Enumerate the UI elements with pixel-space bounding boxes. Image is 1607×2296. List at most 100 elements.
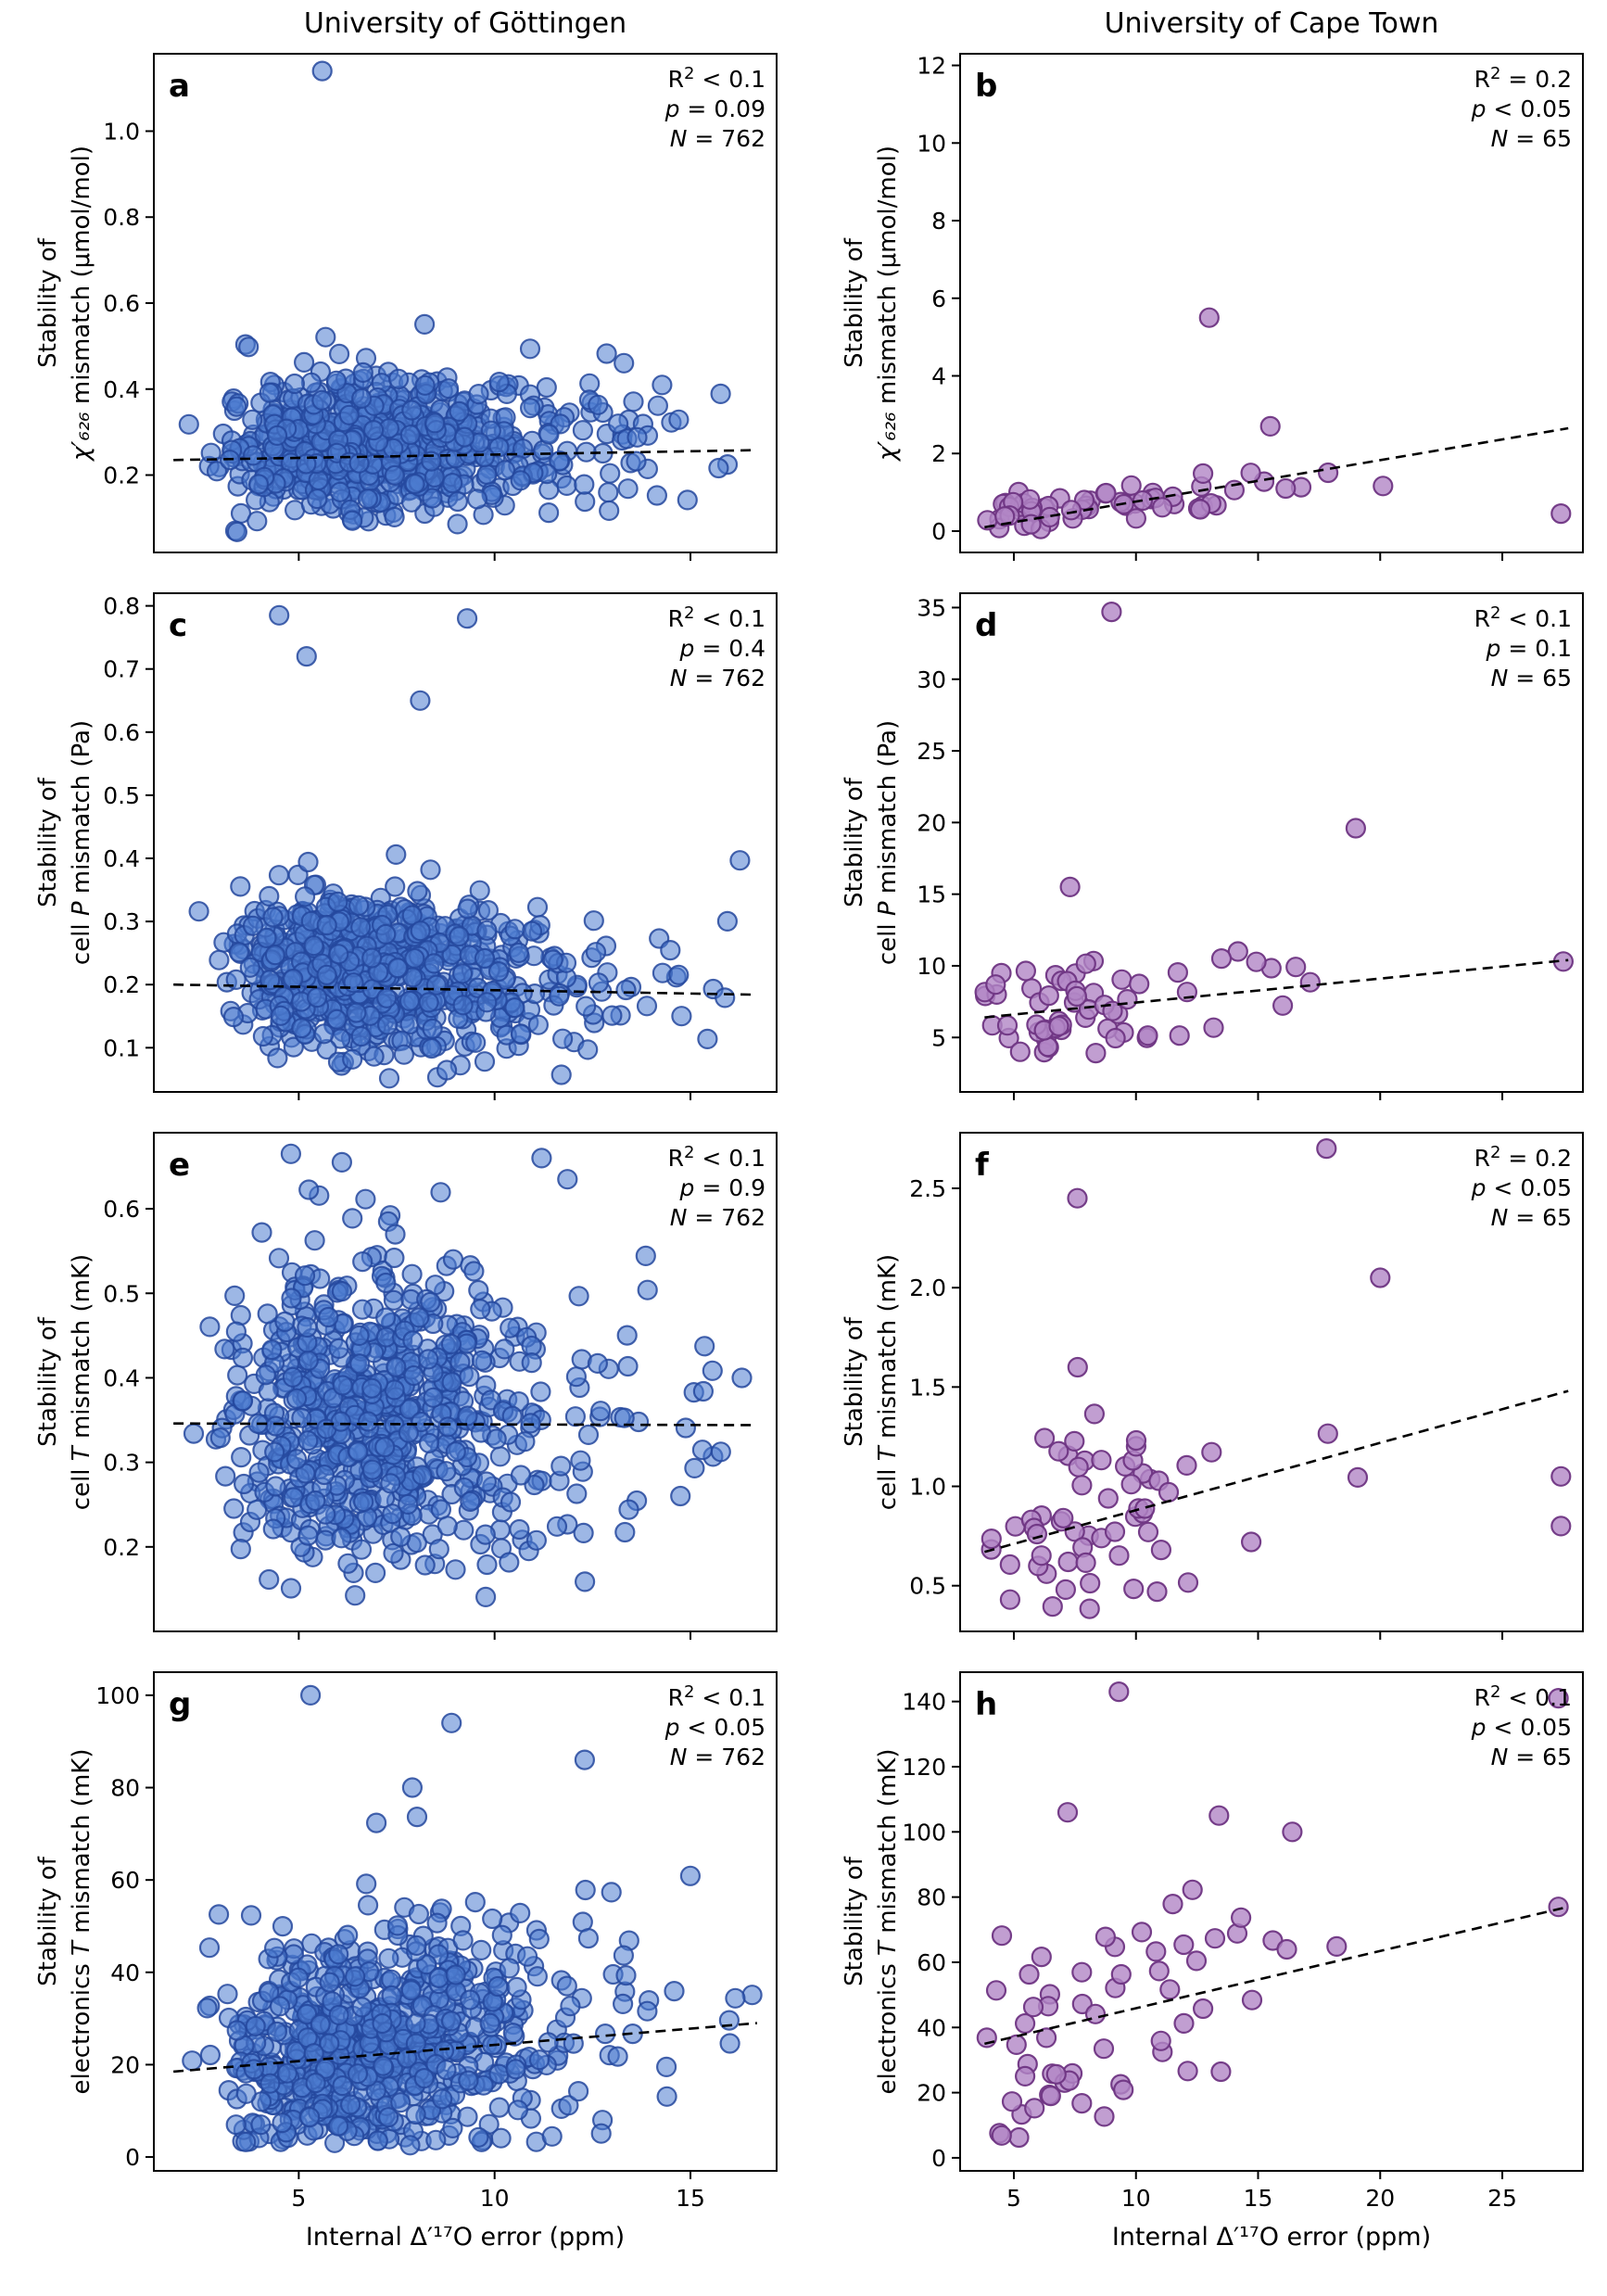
data-point [531,1148,552,1169]
data-point [588,972,610,994]
data-point [520,1413,541,1434]
data-point [440,1333,462,1355]
data-point [1125,1429,1147,1452]
stats-annotation: R2 < 0.1 [668,1143,766,1172]
data-point [463,1261,485,1282]
data-point [1132,489,1154,512]
data-point [385,1224,406,1245]
data-point [259,885,280,907]
data-point [1148,1960,1170,1982]
data-point [1024,2098,1045,2119]
data-point [476,463,498,485]
data-point [449,1351,471,1373]
data-point [1083,1403,1105,1425]
data-point [457,2106,478,2127]
data-point [272,1916,294,1937]
data-point [447,490,468,513]
data-point [272,2112,293,2134]
y-tick-label: 0.8 [103,593,140,620]
data-point [328,1338,349,1359]
data-point [378,2107,399,2128]
data-point [231,1447,252,1468]
data-point [418,1349,439,1370]
data-point [393,1044,414,1065]
data-point [329,481,351,502]
data-point [386,1915,408,1936]
data-point [457,608,478,629]
y-tick-label: 2.5 [909,1175,946,1202]
data-point [1276,1938,1297,1960]
data-point [506,1976,527,1998]
data-point [623,391,644,412]
data-point [521,1352,542,1374]
data-point [406,1934,427,1956]
data-point [332,2075,353,2097]
data-point [1031,1947,1052,1968]
data-point [326,1008,348,1030]
data-point [196,1998,218,2019]
data-point [1201,1441,1222,1463]
data-point [500,1317,521,1338]
data-point [248,474,270,495]
data-point [994,506,1016,527]
data-point [345,1966,366,1987]
data-point [442,1249,464,1270]
data-point [206,461,228,482]
data-point [1137,1521,1159,1542]
data-point [234,1473,255,1495]
panel-b-plot: 0 2 4 6 8 10 12 b R2 = 0.2p < 0.05 N = 65 Stabilit… [841,53,1584,561]
data-point [297,1430,319,1452]
data-point [1091,1450,1112,1471]
data-point [1097,1488,1119,1509]
data-point [343,972,364,994]
data-point [668,964,690,985]
data-point [352,1251,373,1273]
data-point [1347,1466,1369,1488]
data-point [1019,488,1041,510]
data-point [378,1947,399,1969]
data-point [188,901,209,922]
data-point [1223,479,1245,501]
data-point [671,1006,692,1027]
trend-line [173,2022,757,2074]
data-point [1198,307,1220,328]
data-point [514,1431,536,1452]
data-point [222,1007,245,1028]
data-point [725,1987,746,2009]
data-point [679,1865,702,1886]
data-point [425,974,447,996]
data-point [675,1417,697,1439]
data-point [538,424,560,445]
data-point [600,463,621,484]
data-point [590,2123,612,2144]
data-point [981,1529,1002,1550]
y-tick-label: 10 [917,953,946,980]
data-point [361,1377,383,1399]
data-point [327,891,348,912]
data-point [418,992,439,1013]
data-point [546,1516,568,1537]
data-point [401,1777,423,1798]
data-point [297,1316,318,1338]
stats-annotation: p = 0.1 [1486,635,1572,662]
data-point [470,1299,491,1320]
data-point [315,326,336,348]
data-point [388,368,410,389]
data-point [1042,1595,1063,1617]
data-point [445,1964,466,1985]
data-point [294,1265,316,1287]
data-point [519,338,541,360]
data-point [281,1288,302,1309]
data-point [741,1985,763,2006]
scatter-points-group [974,602,1575,1064]
data-point [398,1493,419,1515]
data-point [996,1015,1019,1036]
data-point [476,1554,498,1576]
data-point [374,1437,396,1458]
stats-annotation: p < 0.05 [664,1714,766,1741]
data-point [1285,957,1307,978]
data-point [1275,477,1297,500]
x-tick-label: 5 [291,2185,306,2212]
data-point [510,470,531,491]
data-point [200,442,221,463]
